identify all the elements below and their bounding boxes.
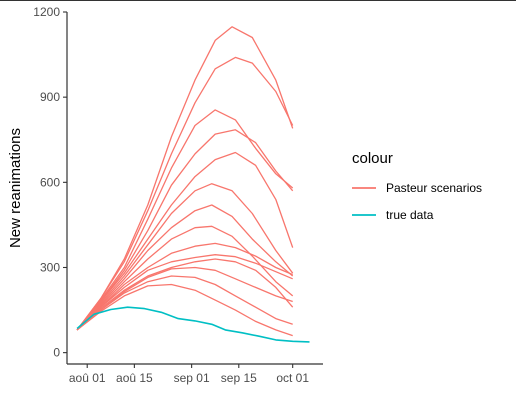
series-line-pasteur-scenario-13 (76, 283, 293, 337)
lines-layer (76, 26, 310, 343)
top-border-line (0, 0, 516, 1)
y-axis-title: New reanimations (7, 128, 24, 248)
series-line-true-data (76, 306, 310, 343)
series-line-pasteur-scenario-12 (76, 275, 293, 331)
x-tick-label: sep 01 (174, 371, 210, 385)
series-line-pasteur-scenario-7 (76, 225, 294, 331)
y-tick-label: 0 (53, 346, 60, 360)
x-axis-ticks: aoû 01 aoû 15 sep 01 sep 15 oct 01 (69, 364, 309, 385)
series-line-pasteur-scenario-11 (76, 266, 293, 331)
x-tick-label: aoû 15 (116, 371, 153, 385)
y-axis-ticks: 0 300 600 900 1200 (33, 5, 67, 360)
legend-label: true data (386, 208, 434, 222)
y-tick-label: 900 (40, 90, 60, 104)
series-line-pasteur-scenario-10 (76, 258, 294, 331)
legend-entries: Pasteur scenarios true data (352, 181, 482, 222)
series-line-pasteur-scenario-3 (76, 129, 294, 331)
series-line-pasteur-scenario-2 (76, 109, 294, 331)
series-line-pasteur-scenario-4 (76, 151, 294, 331)
legend-title: colour (352, 150, 393, 167)
x-tick-label: oct 01 (276, 371, 309, 385)
y-tick-label: 1200 (33, 5, 60, 19)
series-line-pasteur-scenario-1 (76, 56, 294, 331)
series-line-pasteur-scenario-6 (76, 204, 294, 331)
x-tick-label: aoû 01 (69, 371, 106, 385)
series-line-pasteur-scenario-5 (76, 183, 294, 331)
series-line-pasteur-scenario-0 (76, 26, 294, 331)
series-line-pasteur-scenario-9 (76, 254, 293, 331)
legend: colour Pasteur scenarios true data (352, 150, 482, 222)
x-tick-label: sep 15 (221, 371, 257, 385)
legend-label: Pasteur scenarios (386, 181, 482, 195)
y-tick-label: 300 (40, 260, 60, 274)
series-line-pasteur-scenario-8 (76, 242, 293, 331)
y-tick-label: 600 (40, 175, 60, 189)
